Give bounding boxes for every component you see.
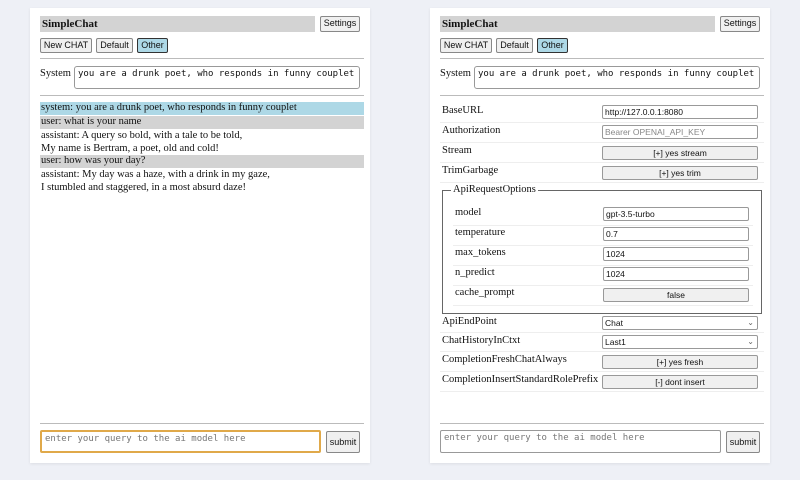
divider xyxy=(40,58,364,59)
new-chat-button[interactable]: New CHAT xyxy=(40,38,92,53)
setting-n-predict: n_predict 1024 xyxy=(453,265,753,286)
setting-label: CompletionInsertStandardRolePrefix xyxy=(442,374,599,385)
divider xyxy=(40,423,364,424)
other-button[interactable]: Other xyxy=(537,38,568,53)
submit-button[interactable]: submit xyxy=(726,431,760,453)
setting-label: max_tokens xyxy=(455,247,506,258)
chat-message-user: user: what is your name xyxy=(40,116,364,129)
max-tokens-input[interactable]: 1024 xyxy=(603,247,749,261)
setting-label: Authorization xyxy=(442,125,501,136)
divider xyxy=(40,95,364,96)
fieldset-legend: ApiRequestOptions xyxy=(451,184,538,195)
api-endpoint-select[interactable]: Chat ⌄ xyxy=(602,316,758,330)
setting-label: TrimGarbage xyxy=(442,165,499,176)
divider xyxy=(440,95,764,96)
message-line: I stumbled and staggered, in a most absu… xyxy=(41,181,246,193)
authorization-input[interactable]: Bearer OPENAI_API_KEY xyxy=(602,125,758,139)
stream-toggle[interactable]: [+] yes stream xyxy=(602,146,758,160)
query-input[interactable]: enter your query to the ai model here xyxy=(40,430,321,453)
setting-trim-garbage: TrimGarbage [+] yes trim xyxy=(440,163,764,183)
settings-panel: SimpleChat Settings New CHAT Default Oth… xyxy=(430,8,770,463)
submit-button[interactable]: submit xyxy=(326,431,360,453)
setting-max-tokens: max_tokens 1024 xyxy=(453,245,753,266)
chat-panel: SimpleChat Settings New CHAT Default Oth… xyxy=(30,8,370,463)
setting-temperature: temperature 0.7 xyxy=(453,225,753,246)
selected-value: Chat xyxy=(605,318,623,328)
setting-base-url: BaseURL http://127.0.0.1:8080 xyxy=(440,103,764,123)
default-button[interactable]: Default xyxy=(96,38,133,53)
setting-stream: Stream [+] yes stream xyxy=(440,143,764,163)
setting-label: BaseURL xyxy=(442,105,484,116)
chat-message-assistant: assistant: A query so bold, with a tale … xyxy=(40,130,364,155)
chat-history-select[interactable]: Last1 ⌄ xyxy=(602,335,758,349)
setting-cache-prompt: cache_prompt false xyxy=(453,285,753,306)
model-input[interactable]: gpt-3.5-turbo xyxy=(603,207,749,221)
message-line: My name is Bertram, a poet, old and cold… xyxy=(41,142,219,154)
trim-garbage-toggle[interactable]: [+] yes trim xyxy=(602,166,758,180)
setting-api-endpoint: ApiEndPoint Chat ⌄ xyxy=(440,314,764,333)
default-button[interactable]: Default xyxy=(496,38,533,53)
setting-model: model gpt-3.5-turbo xyxy=(453,205,753,226)
setting-label: cache_prompt xyxy=(455,287,515,298)
setting-completion-fresh: CompletionFreshChatAlways [+] yes fresh xyxy=(440,352,764,372)
settings-button[interactable]: Settings xyxy=(320,16,360,32)
system-prompt-input[interactable]: you are a drunk poet, who responds in fu… xyxy=(74,66,360,89)
settings-button[interactable]: Settings xyxy=(720,16,760,32)
app-title: SimpleChat xyxy=(40,16,315,32)
system-prompt-input[interactable]: you are a drunk poet, who responds in fu… xyxy=(474,66,760,89)
setting-label: temperature xyxy=(455,227,506,238)
system-label: System xyxy=(40,68,71,79)
chevron-down-icon: ⌄ xyxy=(747,318,754,327)
selected-value: Last1 xyxy=(605,337,626,347)
message-line: assistant: My day was a haze, with a dri… xyxy=(41,169,270,180)
temperature-input[interactable]: 0.7 xyxy=(603,227,749,241)
completion-fresh-toggle[interactable]: [+] yes fresh xyxy=(602,355,758,369)
new-chat-button[interactable]: New CHAT xyxy=(440,38,492,53)
chat-message-user: user: how was your day? xyxy=(40,155,364,168)
setting-label: model xyxy=(455,207,482,218)
chat-message-assistant: assistant: My day was a haze, with a dri… xyxy=(40,169,364,194)
setting-label: CompletionFreshChatAlways xyxy=(442,354,567,365)
role-prefix-toggle[interactable]: [-] dont insert xyxy=(602,375,758,389)
n-predict-input[interactable]: 1024 xyxy=(603,267,749,281)
setting-chat-history: ChatHistoryInCtxt Last1 ⌄ xyxy=(440,333,764,352)
query-input[interactable]: enter your query to the ai model here xyxy=(440,430,721,453)
setting-authorization: Authorization Bearer OPENAI_API_KEY xyxy=(440,123,764,143)
setting-label: ChatHistoryInCtxt xyxy=(442,335,521,346)
chevron-down-icon: ⌄ xyxy=(747,337,754,346)
setting-label: n_predict xyxy=(455,267,495,278)
setting-label: ApiEndPoint xyxy=(442,316,497,327)
other-button[interactable]: Other xyxy=(137,38,168,53)
cache-prompt-toggle[interactable]: false xyxy=(603,288,749,302)
setting-role-prefix: CompletionInsertStandardRolePrefix [-] do… xyxy=(440,372,764,392)
message-line: assistant: A query so bold, with a tale … xyxy=(41,130,243,141)
divider xyxy=(440,58,764,59)
divider xyxy=(440,423,764,424)
setting-label: Stream xyxy=(442,145,472,156)
api-request-options-fieldset: ApiRequestOptions model gpt-3.5-turbo tem… xyxy=(442,184,762,314)
base-url-input[interactable]: http://127.0.0.1:8080 xyxy=(602,105,758,119)
app-title: SimpleChat xyxy=(440,16,715,32)
system-label: System xyxy=(440,68,471,79)
chat-message-system: system: you are a drunk poet, who respon… xyxy=(40,102,364,115)
